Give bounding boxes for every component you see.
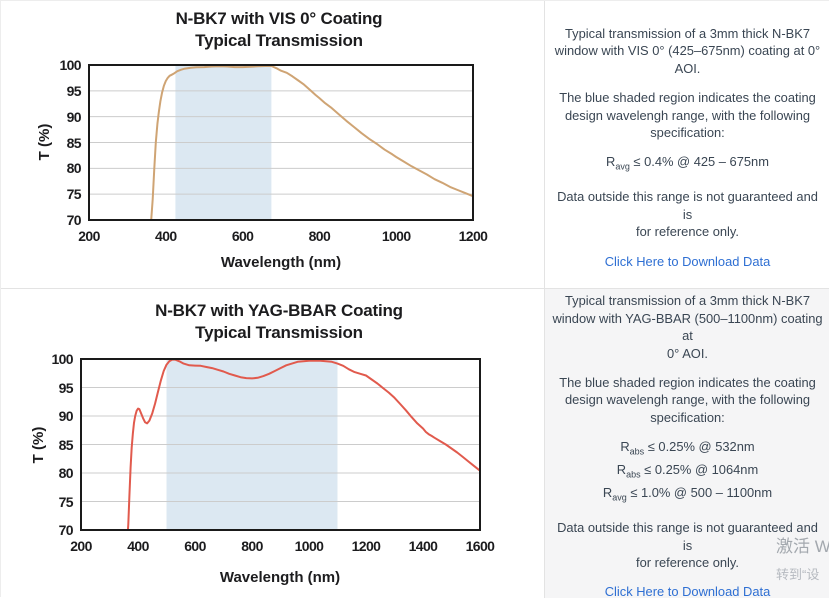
x-tick-label: 400 xyxy=(127,538,149,554)
x-tick-label: 1200 xyxy=(458,228,488,244)
y-tick-label: 80 xyxy=(66,160,82,177)
yag-description-paragraph: Typical transmission of a 3mm thick N-BK… xyxy=(552,293,823,361)
y-tick-label: 85 xyxy=(58,436,74,453)
vis-spec-group: Ravg ≤ 0.4% @ 425 – 675nm xyxy=(606,153,769,176)
yag-coating-description-panel: Typical transmission of a 3mm thick N-BK… xyxy=(545,289,829,600)
yag-spec-rabs-1064: Rabs ≤ 0.25% @ 1064nm xyxy=(616,462,759,480)
vis-download-data-link[interactable]: Click Here to Download Data xyxy=(604,253,771,269)
x-tick-label: 1000 xyxy=(294,538,324,554)
y-tick-label: 90 xyxy=(58,408,74,424)
y-tick-label: 70 xyxy=(66,212,82,228)
yag-spec-ravg: Ravg ≤ 1.0% @ 500 – 1100nm xyxy=(602,485,773,503)
vertical-divider xyxy=(544,1,545,598)
x-tick-label: 1400 xyxy=(408,538,438,554)
y-tick-label: 100 xyxy=(51,351,73,367)
yag-spec-group: Rabs ≤ 0.25% @ 532nm Rabs ≤ 0.25% @ 1064… xyxy=(603,438,772,507)
x-tick-label: 800 xyxy=(241,538,263,554)
yag-download-data-link[interactable]: Click Here to Download Data xyxy=(604,584,771,600)
vis-disclaimer: Data outside this range is not guarantee… xyxy=(557,189,818,240)
x-tick-label: 800 xyxy=(308,228,331,244)
plot-border xyxy=(88,64,474,221)
x-tick-label: 600 xyxy=(231,228,254,244)
yag-disclaimer: Data outside this range is not guarantee… xyxy=(557,520,818,570)
plot-border xyxy=(80,358,481,531)
y-tick-label: 95 xyxy=(58,379,74,396)
yag-shaded-region-paragraph: The blue shaded region indicates the coa… xyxy=(559,374,816,425)
chart1-x-axis-label: Wavelength (nm) xyxy=(220,254,342,271)
vis-shaded-region-paragraph: The blue shaded region indicates the coa… xyxy=(559,90,816,140)
x-tick-label: 200 xyxy=(78,228,100,244)
x-tick-label: 200 xyxy=(70,538,92,554)
vis-coating-description-panel: Typical transmission of a 3mm thick N-BK… xyxy=(545,1,829,288)
yag-coating-chart-section: N-BK7 with YAG-BBAR Coating Typical Tran… xyxy=(1,289,544,598)
chart2-x-axis-label: Wavelength (nm) xyxy=(219,569,341,586)
y-tick-label: 80 xyxy=(58,465,74,481)
vis-coating-chart-section: N-BK7 with VIS 0° Coating Typical Transm… xyxy=(1,1,544,288)
transmission-curve xyxy=(150,65,473,220)
y-tick-label: 85 xyxy=(66,134,82,151)
y-tick-label: 100 xyxy=(59,57,81,73)
yag-bbar-coating-transmission-chart xyxy=(80,358,481,531)
chart1-title-line1: N-BK7 with VIS 0° Coating xyxy=(175,9,383,28)
vis-description-paragraph: Typical transmission of a 3mm thick N-BK… xyxy=(554,25,821,76)
x-tick-label: 600 xyxy=(184,538,206,554)
y-tick-label: 70 xyxy=(58,522,74,538)
y-tick-label: 75 xyxy=(66,186,82,203)
x-tick-label: 1600 xyxy=(465,538,495,554)
y-tick-label: 75 xyxy=(58,493,74,510)
chart1-title-line2: Typical Transmission xyxy=(195,31,363,50)
chart2-title-line2: Typical Transmission xyxy=(195,323,363,342)
x-tick-label: 1200 xyxy=(351,538,381,554)
x-tick-label: 1000 xyxy=(381,228,411,244)
chart1-title: N-BK7 with VIS 0° Coating Typical Transm… xyxy=(1,8,557,52)
transmission-curve xyxy=(126,359,480,530)
chart2-title-line1: N-BK7 with YAG-BBAR Coating xyxy=(155,301,403,320)
yag-spec-rabs-532: Rabs ≤ 0.25% @ 532nm xyxy=(620,439,755,457)
y-tick-label: 90 xyxy=(66,108,82,125)
horizontal-divider xyxy=(1,288,829,289)
vis-spec-ravg: Ravg ≤ 0.4% @ 425 – 675nm xyxy=(606,154,769,172)
chart2-title: N-BK7 with YAG-BBAR Coating Typical Tran… xyxy=(1,300,557,344)
y-tick-label: 95 xyxy=(66,82,82,99)
vis-0-coating-transmission-chart xyxy=(88,64,474,221)
x-tick-label: 400 xyxy=(155,228,177,244)
